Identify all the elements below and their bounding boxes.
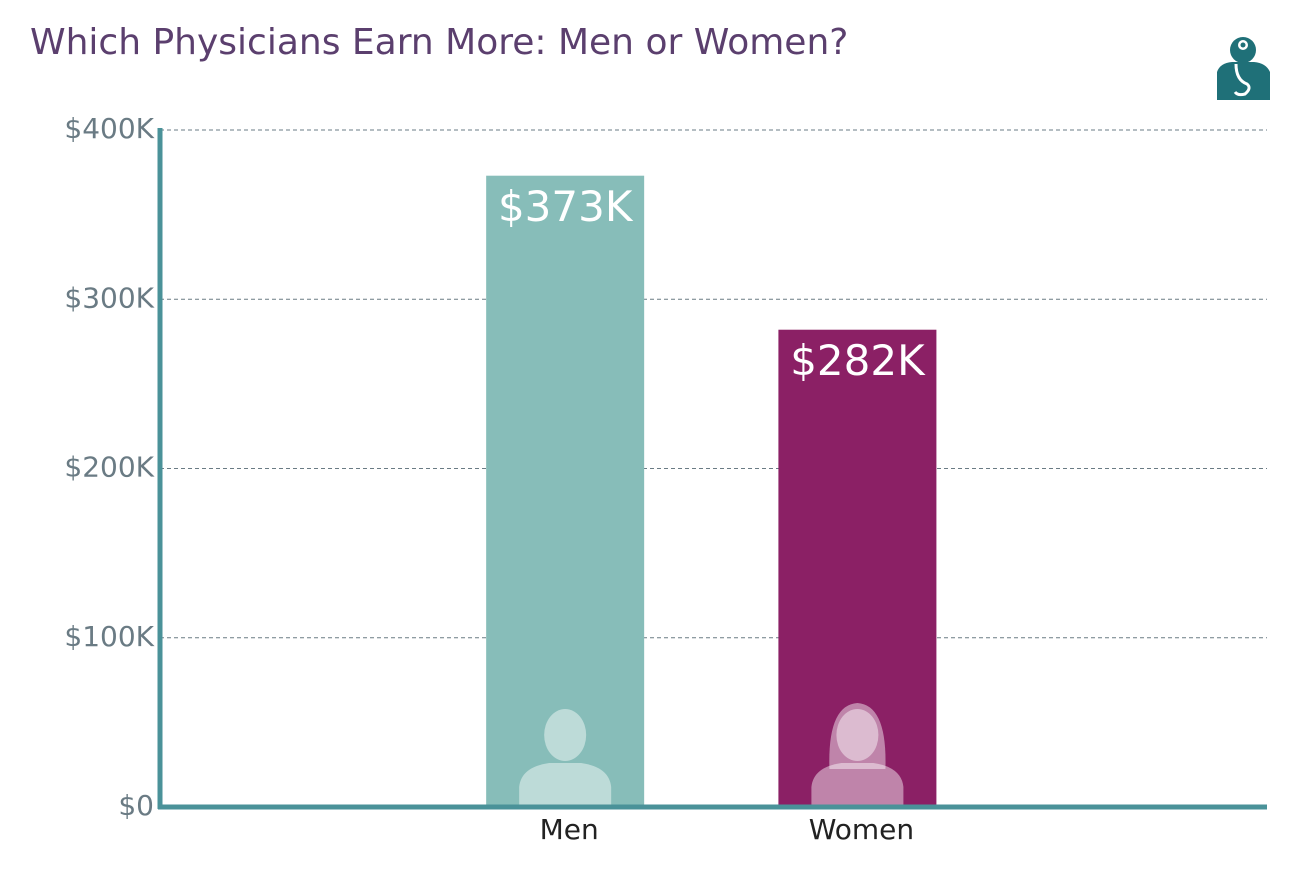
y-tick-label: $200K [64, 451, 154, 484]
x-tick-label: Women [809, 813, 914, 846]
y-tick-label: $300K [64, 281, 154, 314]
x-tick-label: Men [540, 813, 599, 846]
body [519, 763, 612, 807]
bar [778, 329, 937, 807]
male-doctor-icon [519, 709, 612, 807]
head [544, 709, 587, 761]
head [836, 709, 879, 761]
value-label: $282K [790, 336, 926, 385]
bar [486, 175, 645, 807]
female-doctor-icon [811, 703, 904, 807]
chart-title: Which Physicians Earn More: Men or Women… [30, 22, 848, 63]
y-tick-label: $0 [118, 789, 154, 822]
y-tick-label: $400K [64, 112, 154, 145]
hair [829, 703, 886, 769]
y-tick-label: $100K [64, 620, 154, 653]
value-label: $373K [498, 182, 634, 231]
doctor-icon [1217, 37, 1270, 100]
body [811, 763, 904, 807]
